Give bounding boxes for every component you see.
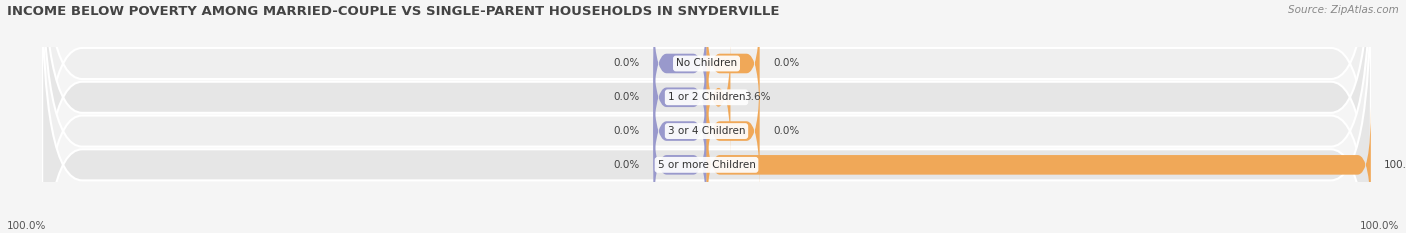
Text: 1 or 2 Children: 1 or 2 Children xyxy=(668,92,745,102)
FancyBboxPatch shape xyxy=(42,0,1371,233)
FancyBboxPatch shape xyxy=(42,0,1371,233)
Text: 100.0%: 100.0% xyxy=(1384,160,1406,170)
FancyBboxPatch shape xyxy=(706,73,759,189)
Text: INCOME BELOW POVERTY AMONG MARRIED-COUPLE VS SINGLE-PARENT HOUSEHOLDS IN SNYDERV: INCOME BELOW POVERTY AMONG MARRIED-COUPL… xyxy=(7,5,779,18)
FancyBboxPatch shape xyxy=(706,40,731,155)
FancyBboxPatch shape xyxy=(654,40,706,155)
Text: 0.0%: 0.0% xyxy=(773,126,799,136)
Text: 3.6%: 3.6% xyxy=(744,92,770,102)
FancyBboxPatch shape xyxy=(42,0,1371,233)
FancyBboxPatch shape xyxy=(654,6,706,121)
Text: 0.0%: 0.0% xyxy=(614,126,640,136)
FancyBboxPatch shape xyxy=(706,107,1371,223)
Text: 3 or 4 Children: 3 or 4 Children xyxy=(668,126,745,136)
Text: 0.0%: 0.0% xyxy=(773,58,799,69)
FancyBboxPatch shape xyxy=(654,73,706,189)
Text: 100.0%: 100.0% xyxy=(7,221,46,231)
Text: 100.0%: 100.0% xyxy=(1360,221,1399,231)
Text: 0.0%: 0.0% xyxy=(614,58,640,69)
Text: 0.0%: 0.0% xyxy=(614,160,640,170)
Text: No Children: No Children xyxy=(676,58,737,69)
Text: 5 or more Children: 5 or more Children xyxy=(658,160,755,170)
Text: Source: ZipAtlas.com: Source: ZipAtlas.com xyxy=(1288,5,1399,15)
FancyBboxPatch shape xyxy=(654,107,706,223)
FancyBboxPatch shape xyxy=(706,6,759,121)
FancyBboxPatch shape xyxy=(42,0,1371,233)
Text: 0.0%: 0.0% xyxy=(614,92,640,102)
